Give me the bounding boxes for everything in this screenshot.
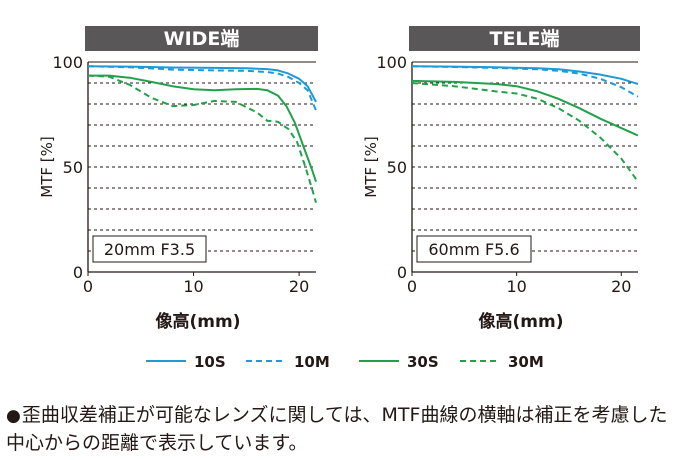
annotation-text: 20mm F3.5: [104, 240, 195, 259]
y-tick-label: 100: [52, 53, 83, 72]
annotation-text: 60mm F5.6: [428, 240, 519, 259]
series-line-30m: [87, 74, 317, 203]
x-tick-label: 10: [183, 277, 203, 296]
x-axis-label: 像高(mm): [479, 311, 564, 332]
series-line-10s: [87, 65, 317, 103]
title-banner: [85, 26, 318, 51]
chart-tele: TELE端 0 50 100 0 10 20 MTF [%] 像高(mm) 60mm F5.6: [362, 26, 640, 332]
legend-label-10s: 10S: [194, 353, 226, 371]
series-line-30s: [88, 74, 317, 183]
annotation-box: [416, 235, 532, 263]
legend-label-30m: 30M: [508, 353, 544, 371]
footnote: ●歪曲収差補正が可能なレンズに関しては、MTF曲線の横軸は補正を考慮した中心から…: [6, 402, 682, 457]
footnote-bullet: ●: [6, 406, 21, 426]
y-axis-label: MTF [%]: [38, 136, 56, 197]
chart-legend: 10S 10M 30S 30M: [146, 353, 544, 371]
y-axis-label: MTF [%]: [362, 136, 380, 197]
legend-label-10m: 10M: [294, 353, 330, 371]
x-tick-label: 0: [407, 277, 417, 296]
x-tick-label: 0: [83, 277, 93, 296]
y-tick-label: 50: [387, 158, 407, 177]
x-tick-label: 20: [611, 277, 631, 296]
chart-title: TELE端: [489, 27, 559, 50]
x-tick-label: 10: [506, 277, 526, 296]
x-axis-label: 像高(mm): [156, 311, 241, 332]
series-line-30s: [411, 79, 639, 137]
chart-title: WIDE端: [164, 27, 240, 50]
series-line-10m: [87, 65, 317, 111]
y-tick-label: 100: [376, 53, 407, 72]
y-tick-label: 0: [397, 263, 407, 282]
x-tick-label: 20: [289, 277, 309, 296]
chart-wide: WIDE端 0 50 100 0 10 20 MTF [%] 像高(mm) 20mm F3.5: [38, 26, 318, 332]
y-tick-label: 0: [73, 263, 83, 282]
series-line-10m: [411, 65, 639, 98]
series-line-30m: [411, 82, 639, 183]
footnote-text: 歪曲収差補正が可能なレンズに関しては、MTF曲線の横軸は補正を考慮した中心からの…: [6, 404, 668, 454]
legend-label-30s: 30S: [407, 353, 439, 371]
title-banner: [409, 26, 640, 51]
annotation-box: [92, 235, 207, 263]
y-tick-label: 50: [63, 158, 83, 177]
